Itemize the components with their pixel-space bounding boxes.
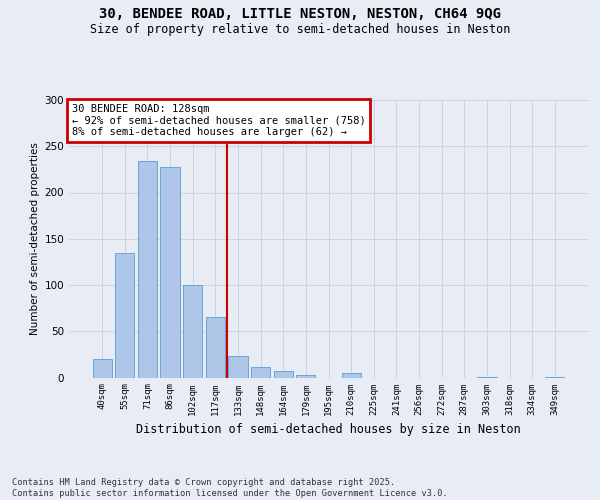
Text: Contains HM Land Registry data © Crown copyright and database right 2025.
Contai: Contains HM Land Registry data © Crown c… [12, 478, 448, 498]
Bar [545, 376, 565, 378]
Text: 30 BENDEE ROAD: 128sqm
← 92% of semi-detached houses are smaller (758)
8% of sem: 30 BENDEE ROAD: 128sqm ← 92% of semi-det… [71, 104, 365, 138]
Bar [229, 356, 248, 378]
Y-axis label: Number of semi-detached properties: Number of semi-detached properties [30, 142, 40, 335]
Text: Distribution of semi-detached houses by size in Neston: Distribution of semi-detached houses by … [136, 422, 521, 436]
Bar [160, 166, 180, 378]
Bar [206, 318, 225, 378]
Bar [274, 371, 293, 378]
Bar [341, 373, 361, 378]
Bar [477, 376, 497, 378]
Text: 30, BENDEE ROAD, LITTLE NESTON, NESTON, CH64 9QG: 30, BENDEE ROAD, LITTLE NESTON, NESTON, … [99, 8, 501, 22]
Bar [138, 161, 157, 378]
Text: Size of property relative to semi-detached houses in Neston: Size of property relative to semi-detach… [90, 22, 510, 36]
Bar [251, 368, 270, 378]
Bar [115, 252, 134, 378]
Bar [92, 359, 112, 378]
Bar [183, 285, 202, 378]
Bar [296, 374, 316, 378]
